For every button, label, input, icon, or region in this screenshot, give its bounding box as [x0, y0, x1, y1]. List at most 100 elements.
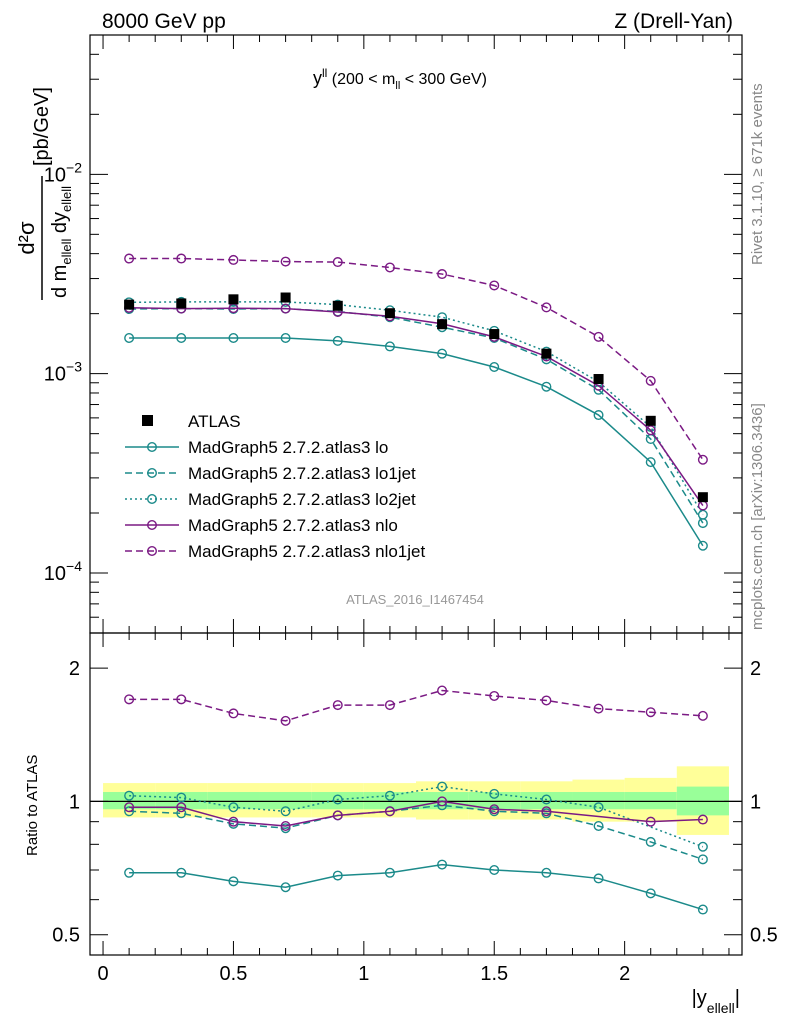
- legend-label-atlas: ATLAS: [188, 412, 241, 431]
- main-series-0-point: [437, 348, 448, 359]
- xlabel: |yellell|: [692, 987, 740, 1016]
- ratio-series-2-point: [124, 790, 135, 801]
- ratio-series-0-point: [228, 876, 239, 887]
- svg-text:[pb/GeV]: [pb/GeV]: [31, 87, 53, 166]
- ratio-ylabel: Ratio to ATLAS: [24, 755, 41, 856]
- ratio-series-3-point: [489, 804, 500, 815]
- main-series-0-point: [489, 361, 500, 372]
- ratio-series-4-point: [645, 707, 656, 718]
- ratio-series-0-point: [593, 873, 604, 884]
- main-y-tick-label: 10−4: [44, 558, 82, 585]
- legend-marker-0: [146, 442, 157, 453]
- legend-marker-3: [146, 520, 157, 531]
- ratio-series-line-0: [129, 863, 704, 911]
- ratio-series-0-point: [645, 888, 656, 899]
- ratio-series-3-point: [437, 796, 448, 807]
- main-series-0-point: [332, 335, 343, 346]
- ratio-series-1-point: [645, 836, 656, 847]
- ratio-series-2-point: [697, 841, 708, 852]
- ratio-series-2-point: [384, 790, 395, 801]
- ratio-series-2-point: [541, 794, 552, 805]
- ratio-series-0-point: [280, 882, 291, 893]
- x-tick-label: 1: [358, 963, 369, 985]
- ratio-series-4-point: [280, 715, 291, 726]
- ratio-series-0-point: [489, 865, 500, 876]
- main-series-4-point: [645, 375, 656, 386]
- analysis-watermark: ATLAS_2016_I1467454: [346, 592, 484, 607]
- main-series-4-point: [489, 280, 500, 291]
- ratio-series-3-point: [541, 806, 552, 817]
- ratio-series-0-point: [176, 867, 187, 878]
- ratio-series-3-point: [176, 802, 187, 813]
- ratio-series-3-point: [384, 806, 395, 817]
- main-series-line-2: [129, 301, 704, 516]
- atlas-data-point: [280, 292, 291, 303]
- main-series-line-0: [129, 337, 704, 547]
- mcplots-label: mcplots.cern.ch [arXiv:1306.3436]: [749, 403, 766, 630]
- main-series-0-point: [176, 332, 187, 343]
- ratio-series-4-point: [541, 695, 552, 706]
- ratio-panel: [90, 685, 742, 915]
- ratio-series-0-point: [437, 859, 448, 870]
- ratio-series-1-point: [593, 820, 604, 831]
- ratio-series-0-point: [384, 867, 395, 878]
- svg-text:d mellell dyellell: d mellell dyellell: [49, 186, 74, 298]
- band-inner: [572, 792, 625, 810]
- main-series-0-point: [697, 540, 708, 551]
- legend-marker-2: [146, 494, 157, 505]
- main-series-4-point: [384, 262, 395, 273]
- ratio-series-4-point: [384, 700, 395, 711]
- legend-marker-1: [146, 468, 157, 479]
- band-inner: [155, 792, 208, 810]
- ratio-series-2-point: [437, 781, 448, 792]
- ratio-series-3-point: [280, 820, 291, 831]
- main-series-line-1: [129, 307, 704, 524]
- legend-label-4: MadGraph5 2.7.2.atlas3 nlo1jet: [188, 542, 425, 561]
- ratio-series-4-point: [489, 690, 500, 701]
- main-ylabel: d²σ d mellell dyellell [pb/GeV]: [14, 87, 74, 300]
- band-inner: [624, 792, 677, 810]
- main-series-0-point: [228, 332, 239, 343]
- ratio-series-2-point: [332, 794, 343, 805]
- atlas-data-point: [645, 415, 656, 426]
- main-series-0-point: [280, 332, 291, 343]
- main-series-line-3: [129, 307, 704, 506]
- main-series-0-point: [645, 457, 656, 468]
- header-left: 8000 GeV pp: [102, 10, 226, 33]
- legend: ATLAS MadGraph5 2.7.2.atlas3 lo MadGraph5 …: [125, 412, 425, 561]
- band-inner: [259, 792, 312, 810]
- main-series-0-point: [124, 332, 135, 343]
- ratio-series-4-point: [124, 694, 135, 705]
- main-series-4-point: [280, 256, 291, 267]
- main-series-4-point: [593, 331, 604, 342]
- plot-title: yll (200 < mll < 300 GeV): [313, 66, 487, 92]
- main-series-4-point: [228, 254, 239, 265]
- main-series-0-point: [384, 341, 395, 352]
- ratio-series-4-point: [593, 703, 604, 714]
- ratio-series-2-point: [489, 788, 500, 799]
- band-inner: [311, 792, 364, 810]
- ratio-series-3-point: [228, 816, 239, 827]
- legend-label-3: MadGraph5 2.7.2.atlas3 nlo: [188, 516, 398, 535]
- x-tick-label: 1.5: [480, 963, 508, 985]
- ratio-series-0-point: [332, 870, 343, 881]
- legend-marker-4: [146, 546, 157, 557]
- band-inner: [520, 792, 573, 810]
- main-series-3-point: [280, 303, 291, 314]
- main-series-4-point: [541, 302, 552, 313]
- ratio-y-tick-label: 2: [69, 658, 80, 680]
- atlas-data-point: [384, 308, 395, 319]
- ratio-y-tick-label: 1: [69, 791, 80, 813]
- x-tick-label: 2: [619, 963, 630, 985]
- ratio-series-line-4: [129, 689, 703, 722]
- ratio-series-2-point: [228, 802, 239, 813]
- main-series-0-point: [541, 381, 552, 392]
- x-tick-label: 0.5: [220, 963, 248, 985]
- main-y-tick-label: 10−2: [44, 159, 82, 186]
- legend-marker-atlas: [142, 415, 153, 426]
- main-panel: [124, 253, 708, 551]
- main-series-4-point: [332, 257, 343, 268]
- atlas-data-point: [228, 294, 239, 305]
- legend-label-1: MadGraph5 2.7.2.atlas3 lo1jet: [188, 464, 416, 483]
